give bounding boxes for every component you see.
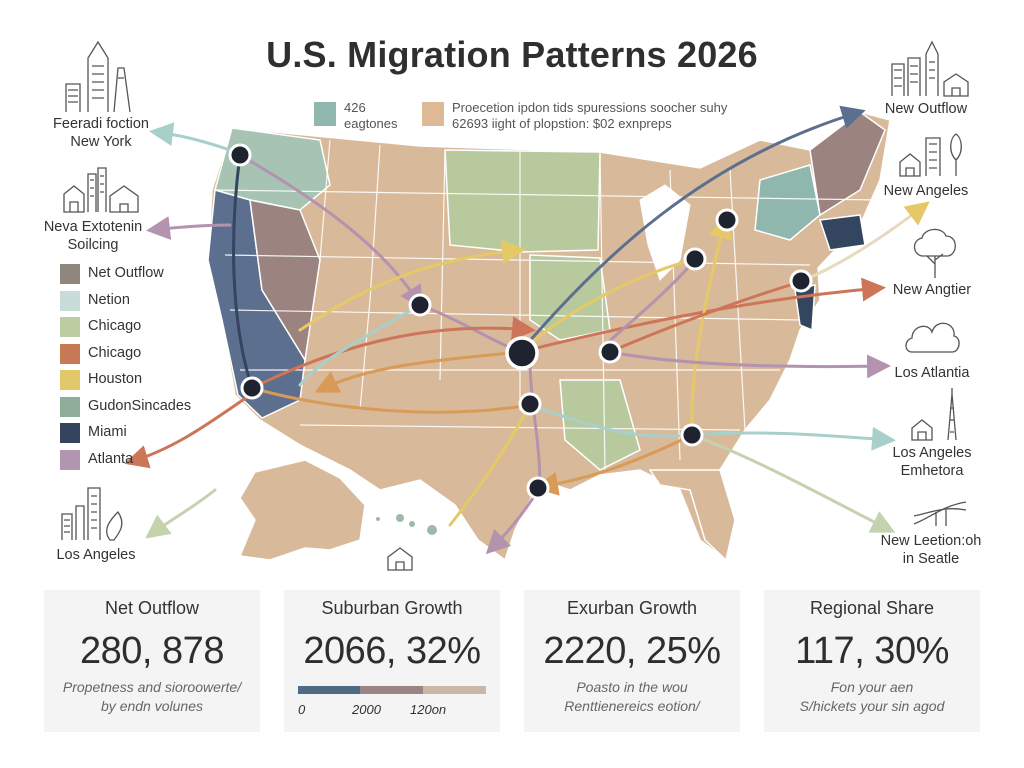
legend-swatch xyxy=(60,396,80,417)
left-label-los-angeles: Los Angeles xyxy=(56,547,136,563)
houses-icon xyxy=(63,167,139,213)
legend-swatch xyxy=(60,423,80,443)
hawaii xyxy=(376,514,437,535)
legend-label: Miami xyxy=(88,424,127,440)
legend-swatch xyxy=(60,317,80,337)
card-title: Suburban Growth xyxy=(321,598,463,618)
card-subtitle: Propetness and sioroowerte/by endn volun… xyxy=(62,679,242,714)
legend-swatch xyxy=(60,370,80,390)
highway-icon xyxy=(913,501,967,526)
legend-label: GudonSincades xyxy=(88,397,192,414)
top-legend-text: 426 xyxy=(344,100,366,115)
migration-flows xyxy=(124,105,930,555)
skyline-icon xyxy=(891,40,969,97)
left-label-new-york: Feeradi foction New York xyxy=(53,116,149,150)
right-label-new-angtier: New Angtier xyxy=(892,282,972,298)
scale-segment xyxy=(423,686,486,694)
top-legend-text: eagtones xyxy=(344,116,398,131)
alaska xyxy=(238,459,366,561)
card-title: Regional Share xyxy=(809,598,935,618)
card-value: 280, 878 xyxy=(80,630,224,672)
card-subtitle: Fon your aen S/hickets your sin agod xyxy=(799,679,945,714)
skyline-icon xyxy=(61,487,123,541)
legend-label: Net Outflow xyxy=(88,265,164,281)
house-icon xyxy=(387,547,413,571)
stat-card-exurban-growth: Exurban Growth 2220, 25% Poasto in the w… xyxy=(524,590,740,732)
city-nodes xyxy=(228,143,813,500)
card-value: 2066, 32% xyxy=(303,630,481,672)
card-title: Net Outflow xyxy=(104,598,200,618)
right-label-new-leetion: New Leetion:oh in Seatle xyxy=(880,533,982,567)
scale-tick: 120on xyxy=(410,702,447,717)
card-value: 2220, 25% xyxy=(543,630,721,672)
color-scale-bar xyxy=(298,686,486,694)
tree-icon xyxy=(913,228,956,278)
stat-card-suburban-growth: Suburban Growth 2066, 32% 0 2000 120on xyxy=(284,590,500,732)
legend-swatch xyxy=(314,102,336,126)
top-legend-text: 62693 iight of plopstion: $02 exnpreps xyxy=(452,116,672,131)
top-legend-text: Proecetion ipdon tids spuressions sooche… xyxy=(452,100,728,115)
cloud-icon xyxy=(905,322,960,353)
legend-swatch xyxy=(60,449,80,470)
house-tree-icon xyxy=(899,133,962,177)
legend-label: Atlanta xyxy=(88,450,134,467)
scale-tick: 2000 xyxy=(352,702,381,717)
house-tower-icon xyxy=(911,388,957,441)
right-label-los-atlantia: Los Atlantia xyxy=(894,365,970,381)
scale-segment xyxy=(360,686,423,694)
legend-swatch xyxy=(60,290,80,311)
legend-swatch xyxy=(422,102,444,126)
stat-card-regional-share: Regional Share 117, 30% Fon your aen S/hi… xyxy=(764,590,980,732)
legend-label: Netion xyxy=(88,291,130,308)
scale-segment xyxy=(298,686,360,694)
right-label-los-angeles: Los Angeles Emhetora xyxy=(892,445,972,479)
right-label-new-angeles: New Angeles xyxy=(883,183,969,199)
skyline-icon xyxy=(65,40,131,113)
legend-label: Houston xyxy=(88,371,143,387)
legend-label: Chicago xyxy=(88,318,142,334)
page-title: U.S. Migration Patterns 2026 xyxy=(266,34,758,75)
right-label-new-outflow: New Outflow xyxy=(884,101,968,117)
legend-swatch xyxy=(60,264,80,284)
legend-label: Chicago xyxy=(88,344,142,361)
scale-tick: 0 xyxy=(298,702,306,717)
stat-card-net-outflow: Net Outflow 280, 878 Propetness and sior… xyxy=(44,590,260,732)
card-value: 117, 30% xyxy=(795,630,949,672)
legend-swatch xyxy=(60,343,80,364)
card-subtitle: Poasto in the wou Renttienereics eotion/ xyxy=(564,679,700,714)
card-title: Exurban Growth xyxy=(566,598,698,618)
left-label-neva: Neva Extotenin Soilcing xyxy=(43,219,143,253)
